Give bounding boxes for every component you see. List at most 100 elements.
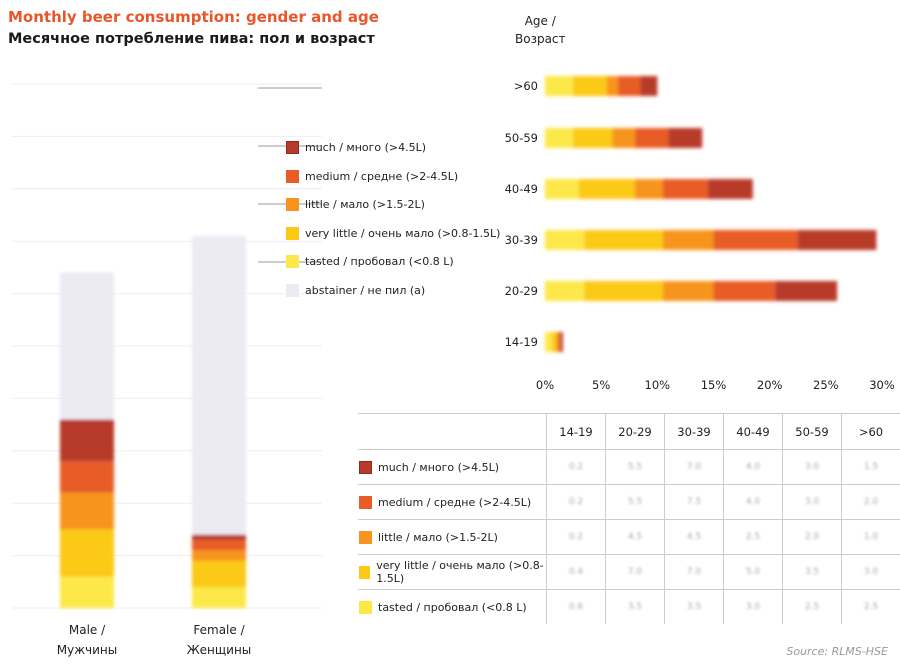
legend-item-medium: medium / средне (>2-4.5L) (286, 169, 459, 183)
table-cell: 5.5 (605, 449, 665, 485)
bar-segment-abstainer (192, 235, 246, 535)
table-cell: 3.0 (723, 589, 783, 624)
legend-swatch (286, 141, 299, 154)
age-category-label: 50-59 (505, 131, 538, 145)
age-bar-segment-little (662, 230, 714, 250)
source-note: Source: RLMS-HSE (786, 645, 888, 658)
legend-swatch (286, 283, 299, 297)
bar-segment-tasted (60, 576, 114, 608)
legend-label: little / мало (>1.5-2L) (305, 198, 425, 211)
age-bar-segment-very_little (578, 179, 635, 199)
table-cell: 4.0 (723, 449, 783, 485)
age-bar-segment-much (668, 128, 703, 148)
table-cell: 7.0 (605, 554, 665, 590)
age-bar-segment-much (560, 332, 563, 352)
legend-item-tasted: tasted / пробовал (<0.8 L) (286, 255, 454, 268)
table-row: little / мало (>1.5-2L) 0.2 4.5 4.5 2.5 2.0 1.… (358, 519, 900, 555)
x-tick-label: 0% (536, 378, 554, 392)
bar-segment-very_little (60, 529, 114, 577)
age-bar-segment-medium (618, 76, 641, 96)
category-label: Male / Мужчины (56, 623, 118, 657)
table-row: medium / средне (>2-4.5L) 0.2 5.5 7.5 4.0 3.0… (358, 484, 900, 520)
chart-title: Monthly beer consumption: gender and age (8, 8, 379, 26)
legend-label: much / много (>4.5L) (305, 141, 427, 154)
age-bar-segment-medium (662, 179, 708, 199)
table-swatch (359, 495, 372, 509)
table-cell: 3.0 (782, 449, 842, 485)
age-bar-segment-little (662, 281, 714, 301)
table-cell: 7.5 (664, 484, 724, 520)
table-row-label: very little / очень мало (>0.8-1.5L) (358, 554, 547, 590)
age-bar-segment-tasted (545, 128, 574, 148)
table-cell: 5.5 (605, 484, 665, 520)
age-bar-segment-much (640, 76, 658, 96)
age-bar-segment-medium (713, 281, 776, 301)
bar-segment-much (60, 419, 114, 462)
table-cell: 3.5 (664, 589, 724, 624)
table-cell: 2.5 (782, 589, 842, 624)
legend-swatch (286, 226, 299, 240)
age-bar-segment-medium (713, 230, 798, 250)
x-tick-label: 5% (592, 378, 610, 392)
age-bar-segment-tasted (545, 230, 585, 250)
table-swatch (359, 460, 372, 474)
table-cell: 1.5 (841, 449, 900, 485)
age-category-label: 40-49 (505, 182, 538, 196)
table-cell: 2.0 (841, 484, 900, 520)
table-cell: 1.0 (841, 519, 900, 555)
legend-swatch (286, 169, 299, 183)
chart-subtitle: Месячное потребление пива: пол и возраст (8, 31, 375, 47)
age-bar-segment-little (606, 76, 619, 96)
table-row-label: tasted / пробовал (<0.8 L) (358, 589, 547, 624)
table-cell: 3.0 (841, 554, 900, 590)
legend-label: abstainer / не пил (a) (305, 283, 426, 297)
age-bar-segment-tasted (545, 76, 574, 96)
table-cell: 3.5 (605, 589, 665, 624)
table-cell: 0.6 (546, 589, 606, 624)
age-bar-segment-much (707, 179, 753, 199)
age-bar-segment-very_little (584, 230, 663, 250)
legend-swatch (286, 255, 299, 268)
age-axis-title: Age / Возраст (515, 14, 566, 46)
age-bar-segment-very_little (584, 281, 663, 301)
age-bar-segment-tasted (545, 179, 579, 199)
bar-segment-much (192, 534, 246, 540)
age-bar-segment-much (775, 281, 838, 301)
x-tick-label: 10% (645, 378, 671, 392)
age-category-label: 20-29 (505, 284, 538, 298)
age-category-label: 30-39 (505, 233, 538, 247)
table-cell: 4.5 (664, 519, 724, 555)
x-tick-label: 30% (869, 378, 895, 392)
age-bar-segment-tasted (545, 281, 585, 301)
legend-item-much: much / много (>4.5L) (286, 141, 426, 154)
table-cell: 4.5 (605, 519, 665, 555)
table-cell: 2.5 (723, 519, 783, 555)
legend-item-little: little / мало (>1.5-2L) (286, 198, 425, 211)
legend-item-very_little: very little / очень мало (>0.8-1.5L) (286, 226, 500, 240)
table-header-cell: 30-39 (664, 413, 724, 450)
bar-segment-medium (192, 539, 246, 551)
table-row-label: much / много (>4.5L) (358, 449, 547, 485)
table-header-cell: 40-49 (723, 413, 783, 450)
x-tick-label: 15% (701, 378, 727, 392)
bar-segment-little (192, 550, 246, 561)
age-bar-segment-very_little (573, 76, 607, 96)
table-cell: 7.0 (664, 554, 724, 590)
age-category-label: >60 (514, 79, 538, 93)
table-cell: 3.5 (782, 554, 842, 590)
legend-item-abstainer: abstainer / не пил (a) (286, 283, 426, 297)
legend-label: medium / средне (>2-4.5L) (305, 169, 459, 183)
table-swatch (359, 530, 372, 544)
age-bar-segment-medium (634, 128, 669, 148)
legend-swatch (286, 198, 299, 211)
table-header-cell: 50-59 (782, 413, 842, 450)
bar-segment-little (60, 492, 114, 530)
table-cell: 3.0 (782, 484, 842, 520)
table-row-label: medium / средне (>2-4.5L) (358, 484, 547, 520)
age-bar-segment-medium (558, 332, 561, 352)
table-cell: 0.2 (546, 449, 606, 485)
bar-segment-very_little (192, 560, 246, 588)
table-header-cell: 14-19 (546, 413, 606, 450)
